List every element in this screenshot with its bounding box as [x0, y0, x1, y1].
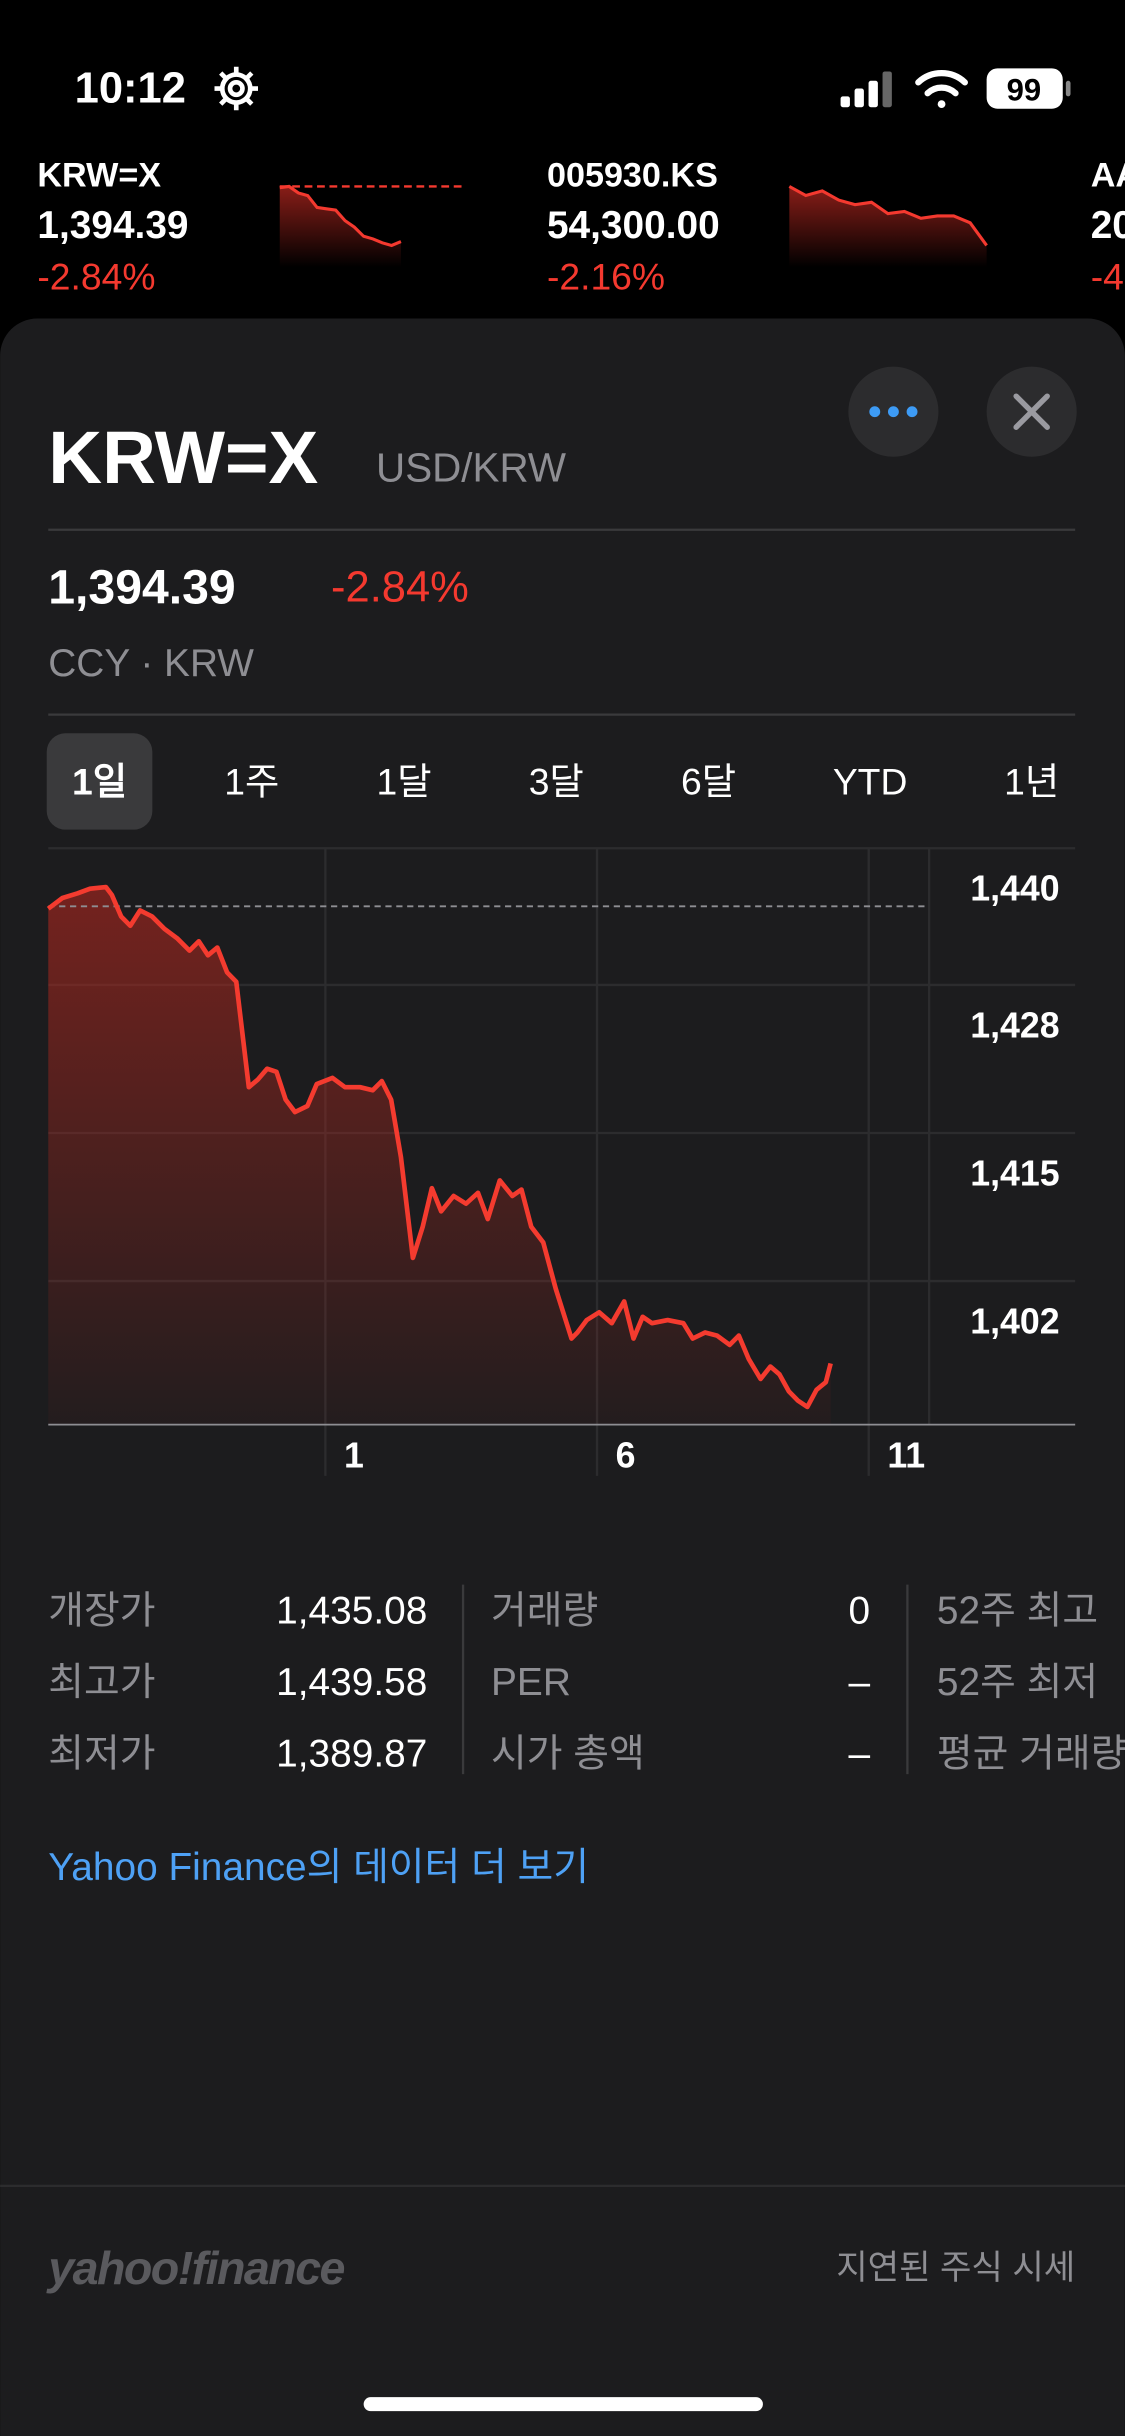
sparkline-area [789, 186, 987, 268]
sparkline-area [279, 186, 401, 268]
more-icon [869, 406, 918, 418]
price-line [46, 884, 833, 1410]
ticker-price: 20 [1091, 204, 1125, 247]
ticker-symbol: 005930.KS [547, 157, 718, 195]
y-tick-label: 1,428 [970, 1005, 1059, 1045]
stat-label: 평균 거래량 [937, 1732, 1125, 1775]
wifi-icon [915, 70, 968, 108]
stat-label: 최저가 [48, 1732, 155, 1775]
battery-tip [1065, 80, 1071, 97]
header-change: -2.84% [331, 563, 469, 611]
stat-label: 최고가 [48, 1661, 155, 1704]
stat-label: 거래량 [491, 1590, 598, 1633]
header-meta: CCY · KRW [48, 642, 254, 685]
stat-value: 1,389.87 [276, 1732, 427, 1775]
header-price: 1,394.39 [48, 560, 235, 614]
y-tick-label: 1,440 [970, 869, 1059, 909]
signal-icon [840, 71, 892, 108]
y-tick-label: 1,402 [970, 1301, 1059, 1341]
ticker-price: 54,300.00 [547, 204, 720, 247]
ticker-strip[interactable]: KRW=X 1,394.39 -2.84% 005930.KS 54,300.00 -2.… [37, 157, 1125, 298]
footer-logo: yahoo!finance [46, 2242, 344, 2294]
stat-value: 1,435.08 [276, 1590, 427, 1633]
stat-label: 개장가 [48, 1590, 155, 1633]
ticker-change: -2.16% [547, 256, 665, 298]
price-area [48, 887, 831, 1425]
footer-note: 지연된 주식 시세 [836, 2249, 1075, 2287]
ticker-symbol: AA [1091, 157, 1125, 195]
range-tab[interactable]: YTD [833, 760, 908, 802]
header-symbol: KRW=X [48, 415, 318, 499]
range-tab[interactable]: 1달 [377, 760, 432, 802]
status-time: 10:12 [75, 65, 186, 113]
range-tabs: 1일 1주 1달 3달 6달 YTD 1년 [46, 733, 1059, 830]
battery-icon [986, 68, 1063, 109]
x-tick-label: 6 [616, 1436, 636, 1476]
stat-value: – [848, 1732, 870, 1775]
stat-value: – [848, 1661, 870, 1704]
range-tab[interactable]: 3달 [529, 760, 584, 802]
ticker-price: 1,394.39 [37, 204, 188, 247]
x-tick-label: 11 [887, 1436, 925, 1476]
range-tab[interactable]: 1주 [224, 760, 279, 802]
close-icon [1013, 393, 1050, 430]
stat-value: 1,439.58 [276, 1661, 427, 1704]
x-tick-label: 1 [344, 1436, 364, 1476]
sparkline [788, 185, 988, 247]
ticker-change: -4 [1091, 256, 1124, 298]
stat-label: 52주 최저 [937, 1661, 1098, 1704]
header-name: USD/KRW [376, 445, 566, 491]
stat-value: 0 [848, 1590, 870, 1633]
ticker-change: -2.84% [37, 256, 155, 298]
more-data-link[interactable]: Yahoo Finance의 데이터 더 보기 [48, 1846, 589, 1889]
battery-level: 99 [1007, 73, 1042, 108]
stat-label: PER [491, 1661, 571, 1704]
range-tab[interactable]: 1일 [72, 760, 127, 802]
range-tab[interactable]: 6달 [681, 760, 736, 802]
home-indicator [363, 2397, 763, 2412]
stats-table: 개장가 1,435.08 최고가 1,439.58 최저가 1,389.87 거래량 0 PER… [48, 1584, 1125, 1775]
ticker-symbol: KRW=X [37, 157, 161, 195]
range-tab[interactable]: 1년 [1004, 760, 1059, 802]
sparkline [279, 184, 402, 248]
status-gear-icon [214, 66, 259, 111]
stat-label: 시가 총액 [491, 1732, 645, 1775]
tab-selected-bg [46, 733, 153, 830]
y-tick-label: 1,415 [970, 1153, 1059, 1193]
price-chart: 1,440 1,428 1,415 1,402 1 6 11 [46, 847, 1076, 1476]
stat-label: 52주 최고 [937, 1590, 1098, 1633]
